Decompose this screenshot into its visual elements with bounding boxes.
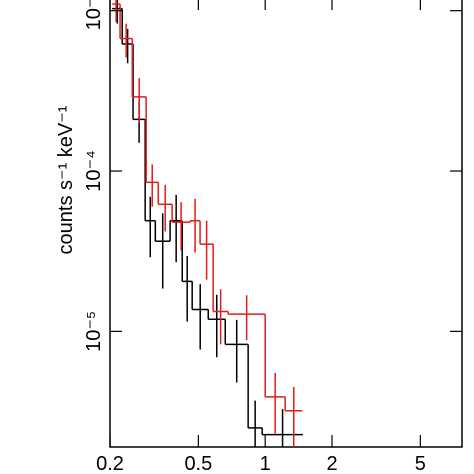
y-tick-label: 10⁻³ [83,0,105,30]
y-tick-label: 10⁻⁵ [83,311,105,352]
y-axis-label: counts s⁻¹ keV⁻¹ [55,105,77,254]
y-tick-label: 10⁻⁴ [83,150,105,191]
x-tick-label: 5 [415,453,426,474]
plot-frame [109,0,463,448]
x-tick-label: 1 [260,453,271,474]
x-tick-label: 2 [326,453,337,474]
x-tick-label: 0.2 [96,453,124,474]
plot-area [112,0,303,447]
x-tick-label: 0.5 [184,453,212,474]
